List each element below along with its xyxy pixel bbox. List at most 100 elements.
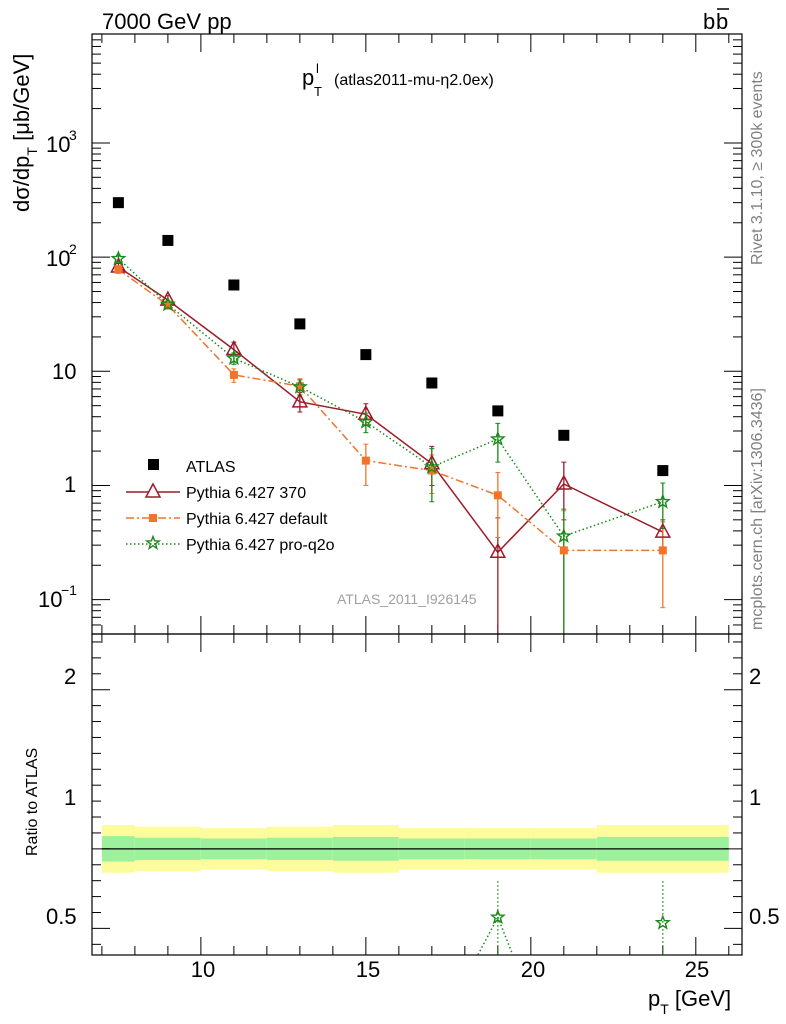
data-point-atlas — [426, 377, 438, 389]
data-point-pythia-6-427-pro-q2o — [654, 493, 671, 509]
xtick-label-20: 20 — [521, 957, 545, 982]
ytick-exp-1000: 3 — [69, 127, 77, 143]
title-sub: T — [314, 84, 322, 99]
header-right-b2: b — [716, 9, 728, 34]
main-series-lines — [117, 258, 664, 554]
xtick-label-15: 15 — [356, 957, 380, 982]
main-markers — [110, 197, 672, 559]
legend: ATLAS Pythia 6.427 370 Pythia 6.427 defa… — [126, 459, 335, 554]
main-ylabel-a: dσ/dp — [9, 156, 34, 212]
data-point-pythia-6-427-pro-q2o — [357, 413, 374, 429]
main-ylabel-sub: T — [24, 147, 40, 156]
data-point-atlas — [558, 429, 570, 441]
ytick-label-100: 10 2 — [46, 241, 77, 271]
data-point-pythia-6-427-370 — [357, 404, 375, 421]
xlabel-b: [GeV] — [669, 986, 731, 1011]
header-left-text: 7000 GeV pp — [102, 9, 232, 34]
main-ylabel-b: [μb/GeV] — [9, 54, 34, 147]
legend-marker-pythia-370 — [144, 482, 162, 498]
ytick-base-100: 10 — [46, 246, 70, 271]
legend-marker-atlas — [148, 459, 159, 470]
header-right-b1: b — [703, 9, 715, 34]
data-point-pythia-6-427-pro-q2o — [489, 430, 506, 446]
legend-marker-pythia-default — [149, 514, 157, 522]
ratio-uncertainty-bands — [101, 824, 729, 873]
data-point-pythia-6-427-pro-q2o — [555, 527, 572, 544]
ratio-ytick-label-right-2: 2 — [749, 664, 761, 689]
main-ylabel: dσ/dpT [μb/GeV] — [9, 54, 40, 212]
data-point-pythia-6-427-default — [163, 301, 172, 310]
main-ytick-labels: 10 3 10 2 10 1 10 −1 — [38, 127, 77, 612]
legend-label-pythia-default: Pythia 6.427 default — [186, 511, 328, 528]
data-point-atlas — [360, 349, 372, 361]
series-line-pythia-6-427-default — [117, 268, 663, 552]
data-point-pythia-6-427-370 — [555, 474, 573, 490]
legend-entry-pythia-370: Pythia 6.427 370 — [126, 482, 306, 502]
series-line-pythia-6-427-370 — [117, 266, 664, 554]
main-plot-title: p l T (atlas2011-mu-η2.0ex) — [302, 61, 494, 99]
data-point-pythia-6-427-default — [295, 382, 304, 391]
data-point-pythia-6-427-pro-q2o — [423, 458, 440, 474]
ratio-segment-0 — [477, 916, 499, 955]
data-point-atlas — [492, 405, 504, 417]
data-point-pythia-6-427-pro-q2o — [291, 378, 308, 394]
ratio-frame — [91, 633, 743, 956]
ratio-segment-1 — [497, 917, 514, 955]
data-point-pythia-6-427-pro-q2o — [225, 349, 243, 366]
xtick-label-10: 10 — [191, 957, 215, 982]
legend-marker-pythia-pro-q2o — [144, 534, 162, 550]
ratio-ytick-label-0.5: 0.5 — [46, 904, 77, 929]
data-point-pythia-6-427-370 — [291, 392, 309, 408]
ytick-label-1: 1 — [64, 472, 76, 497]
ratio-ytick-label-right-1: 1 — [749, 785, 761, 810]
data-point-pythia-6-427-default — [229, 370, 238, 379]
ratio-ytick-label-1: 1 — [64, 785, 76, 810]
analysis-tag: ATLAS_2011_I926145 — [337, 591, 477, 607]
legend-entry-atlas: ATLAS — [148, 459, 236, 476]
header-right-text: b b — [703, 8, 729, 34]
ytick-label-10: 10 — [52, 359, 76, 384]
ytick-base-1000: 10 — [46, 132, 70, 157]
ytick-exp-0.1: −1 — [61, 582, 77, 598]
data-point-atlas — [294, 318, 306, 330]
data-point-pythia-6-427-370 — [489, 542, 507, 559]
xlabel-sub: T — [660, 1001, 669, 1017]
title-rest: (atlas2011-mu-η2.0ex) — [334, 72, 494, 89]
data-point-atlas — [112, 197, 124, 209]
xlabel: pT [GeV] — [648, 986, 731, 1017]
title-sup: l — [316, 61, 319, 76]
xtick-label-25: 25 — [685, 957, 709, 982]
ratio-ytick-label-2: 2 — [64, 664, 76, 689]
data-point-pythia-6-427-default — [658, 546, 667, 555]
xlabel-a: p — [648, 986, 660, 1011]
data-point-pythia-6-427-pro-q2o — [159, 295, 176, 312]
data-point-pythia-6-427-370 — [654, 522, 672, 538]
ratio-axes — [91, 633, 743, 956]
ratio-points — [477, 879, 671, 955]
ytick-base-0.1: 10 — [38, 587, 62, 612]
data-point-pythia-6-427-370 — [225, 339, 243, 356]
legend-label-pythia-370: Pythia 6.427 370 — [186, 485, 306, 502]
ratio-ytick-label-right-0.5: 0.5 — [749, 904, 780, 929]
ytick-exp-100: 2 — [69, 241, 77, 257]
ratio-ylabel: Ratio to ATLAS — [24, 748, 41, 856]
legend-label-atlas: ATLAS — [186, 459, 236, 476]
rivet-label: Rivet 3.1.10, ≥ 300k events — [749, 71, 766, 265]
legend-entry-pythia-default: Pythia 6.427 default — [126, 511, 328, 528]
legend-label-pythia-pro-q2o: Pythia 6.427 pro-q2o — [186, 537, 335, 554]
series-line-pythia-6-427-pro-q2o — [117, 258, 664, 537]
data-point-pythia-6-427-default — [493, 491, 502, 500]
ytick-label-0.1: 10 −1 — [38, 582, 77, 612]
data-point-atlas — [657, 465, 669, 477]
legend-entry-pythia-pro-q2o: Pythia 6.427 pro-q2o — [126, 534, 335, 554]
data-point-atlas — [228, 279, 240, 291]
title-p: p — [302, 65, 314, 90]
ratio-point-0 — [489, 908, 506, 925]
ratio-point-1 — [654, 914, 671, 930]
data-point-pythia-6-427-default — [361, 456, 370, 465]
data-point-pythia-6-427-default — [114, 265, 123, 274]
data-point-pythia-6-427-default — [559, 546, 568, 555]
ytick-label-1000: 10 3 — [46, 127, 77, 157]
data-point-pythia-6-427-pro-q2o — [110, 250, 127, 266]
